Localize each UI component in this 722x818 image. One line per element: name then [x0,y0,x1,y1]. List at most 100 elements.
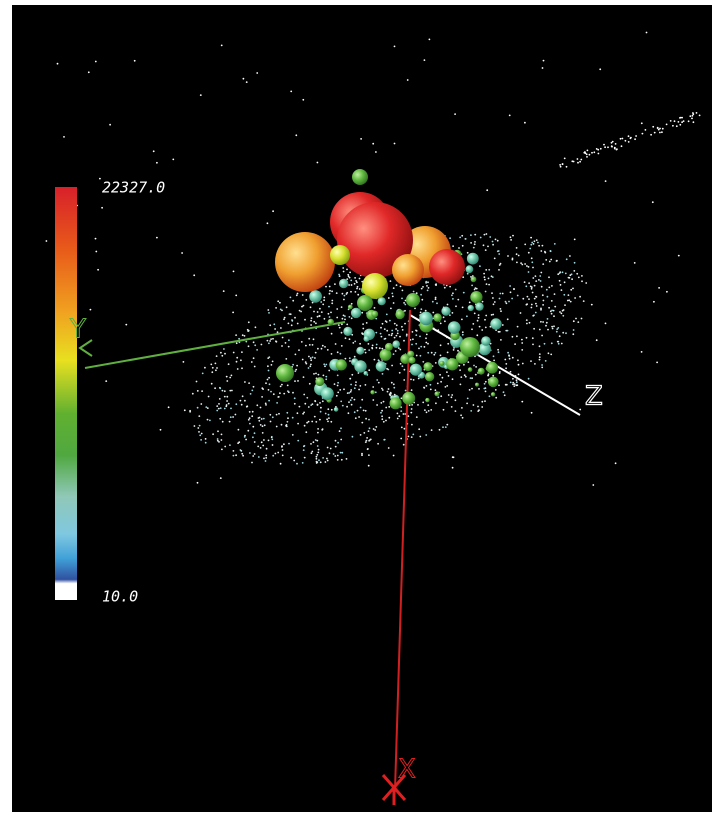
point [225,405,227,407]
point [260,447,262,449]
point [313,321,315,323]
point [524,244,526,246]
point [596,339,598,341]
point [337,442,339,444]
sphere [357,295,373,311]
point [262,388,264,390]
point [483,388,485,390]
point [518,364,520,366]
point [313,338,315,340]
point [270,421,272,423]
point [317,428,319,430]
point [620,138,622,140]
point [512,382,514,384]
point [403,413,405,415]
point [451,406,453,408]
point [484,276,486,278]
point [489,236,491,238]
point [653,301,655,303]
point [265,382,267,384]
point [95,61,97,63]
sphere [491,392,495,396]
point [263,418,265,420]
point [462,334,464,336]
sphere [356,347,364,355]
point [267,365,269,367]
point [516,381,518,383]
point [196,381,198,383]
point [473,365,475,367]
point [445,426,447,428]
point [210,364,212,366]
point [573,329,575,331]
point [359,385,361,387]
point [241,404,243,406]
point [516,247,518,249]
point [221,45,223,47]
point [597,149,599,151]
point [393,353,395,355]
point [549,261,551,263]
point [220,407,222,409]
point [562,332,564,334]
point [303,376,305,378]
sphere [352,169,368,185]
point [553,315,555,317]
point [535,303,537,305]
point [262,445,264,447]
point [200,94,202,96]
point [212,433,214,435]
point [498,250,500,252]
sphere [395,310,404,319]
point [507,255,509,257]
point [272,444,274,446]
point [400,286,402,288]
point [325,364,327,366]
point [556,331,558,333]
point [570,301,572,303]
point [419,436,421,438]
point [269,414,271,416]
point [316,461,318,463]
point [382,389,384,391]
point [245,439,247,441]
point [397,333,399,335]
sphere [385,343,393,351]
point [290,313,292,315]
point [229,444,231,446]
point [559,280,561,282]
point [276,341,278,343]
point [530,237,532,239]
point [542,67,544,69]
point [437,383,439,385]
point [192,393,194,395]
point [268,356,270,358]
point [539,356,541,358]
point [305,345,307,347]
point [331,353,333,355]
point [528,271,530,273]
point [380,402,382,404]
point [224,408,226,410]
point [327,327,329,329]
point [467,273,469,275]
point [281,310,283,312]
point [502,293,504,295]
point [374,307,376,309]
point [581,275,583,277]
point [406,335,408,337]
point [181,252,183,254]
point [317,452,319,454]
point [484,234,486,236]
point [572,333,574,335]
point [461,319,463,321]
point [526,304,528,306]
point [284,317,286,319]
point [411,408,413,410]
point [634,138,636,140]
point [340,452,342,454]
point [320,411,322,413]
point [204,367,206,369]
point [322,428,324,430]
point [375,318,377,320]
